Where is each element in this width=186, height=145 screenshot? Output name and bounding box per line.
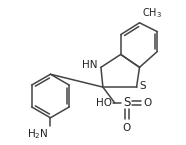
Text: H$_2$N: H$_2$N [27,128,49,142]
Text: CH$_3$: CH$_3$ [142,6,163,20]
Text: S: S [140,81,146,91]
Text: HO: HO [96,98,112,108]
Text: O: O [123,123,131,133]
Text: HN: HN [82,60,98,70]
Text: O: O [143,98,152,108]
Text: S: S [123,96,130,109]
